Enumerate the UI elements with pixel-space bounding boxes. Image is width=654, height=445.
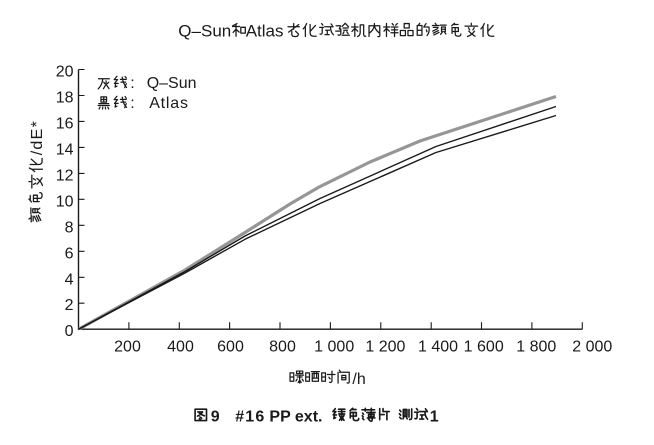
svg-text:2 000: 2 000 [572, 339, 612, 356]
svg-text:800: 800 [269, 339, 296, 356]
svg-text::: : [130, 95, 134, 112]
svg-text:Q–Sun: Q–Sun [178, 22, 231, 41]
svg-text:1 000: 1 000 [314, 339, 354, 356]
svg-text:16: 16 [56, 115, 74, 132]
svg-text:Atlas: Atlas [246, 22, 284, 41]
svg-text:1: 1 [430, 408, 439, 425]
svg-text:600: 600 [217, 339, 244, 356]
svg-text:PP ext.: PP ext. [269, 408, 322, 425]
svg-text:9: 9 [211, 408, 220, 425]
svg-text:6: 6 [65, 245, 74, 262]
svg-text:20: 20 [56, 64, 74, 81]
svg-text:Atlas: Atlas [149, 95, 189, 112]
svg-text:1 200: 1 200 [365, 339, 405, 356]
svg-text:Q–Sun: Q–Sun [147, 75, 197, 92]
svg-text:200: 200 [114, 339, 141, 356]
svg-text:4: 4 [65, 271, 74, 288]
svg-text:2: 2 [65, 297, 74, 314]
svg-text:1 800: 1 800 [516, 339, 556, 356]
svg-text:0: 0 [65, 323, 74, 340]
svg-text:18: 18 [56, 90, 74, 107]
svg-text:10: 10 [56, 193, 74, 210]
svg-text:1 600: 1 600 [464, 339, 504, 356]
svg-text:1 400: 1 400 [418, 339, 458, 356]
svg-text:14: 14 [56, 141, 74, 158]
svg-text:400: 400 [167, 339, 194, 356]
svg-text:#16: #16 [235, 408, 265, 425]
svg-text:8: 8 [65, 219, 74, 236]
svg-text:12: 12 [56, 167, 74, 184]
svg-text::: : [130, 75, 134, 92]
svg-text:/dE*: /dE* [29, 120, 46, 155]
svg-text:/h: /h [352, 371, 365, 388]
